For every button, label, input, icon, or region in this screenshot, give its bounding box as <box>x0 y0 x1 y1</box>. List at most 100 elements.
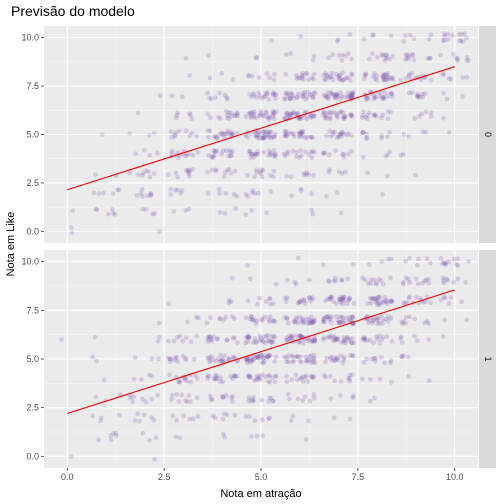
data-point <box>149 415 154 421</box>
data-point <box>325 335 331 340</box>
data-point <box>370 33 376 38</box>
data-point <box>365 112 371 118</box>
data-point <box>252 336 258 341</box>
x-tick-label: 10.0 <box>446 472 464 482</box>
data-point <box>309 207 315 213</box>
data-point <box>311 356 316 362</box>
data-point <box>308 115 314 120</box>
data-point <box>243 192 249 197</box>
data-point <box>267 296 273 301</box>
data-point <box>282 133 288 139</box>
data-point <box>172 355 178 361</box>
data-point <box>245 334 251 340</box>
data-point <box>350 315 356 321</box>
data-point <box>228 113 234 119</box>
data-point <box>252 151 258 157</box>
data-point <box>168 129 174 134</box>
data-point <box>360 112 366 118</box>
data-point <box>190 416 196 422</box>
data-point <box>441 115 446 121</box>
data-point <box>155 392 160 398</box>
data-point <box>339 277 345 283</box>
data-point <box>412 316 418 322</box>
data-point <box>253 133 258 139</box>
data-point <box>229 275 235 281</box>
data-point <box>438 297 444 303</box>
data-point <box>206 337 212 343</box>
data-point <box>267 395 273 401</box>
data-point <box>182 377 187 383</box>
data-point <box>311 173 316 178</box>
data-point <box>306 317 312 322</box>
data-point <box>255 376 261 382</box>
data-point <box>374 77 380 83</box>
data-point <box>151 171 157 176</box>
data-point <box>329 91 335 97</box>
data-point <box>361 36 367 42</box>
data-point <box>335 134 341 139</box>
data-point <box>269 134 275 140</box>
data-point <box>327 334 333 340</box>
data-point <box>260 338 265 344</box>
data-point <box>407 72 412 78</box>
data-point <box>219 357 225 363</box>
data-point <box>423 129 429 135</box>
data-point <box>361 109 366 115</box>
data-point <box>371 112 377 118</box>
data-point <box>387 149 393 155</box>
data-point <box>361 76 367 82</box>
data-point <box>134 193 140 198</box>
data-point <box>169 135 175 140</box>
data-point <box>327 373 333 379</box>
data-point <box>418 77 424 83</box>
data-point <box>267 75 273 81</box>
data-point <box>343 169 348 175</box>
data-point <box>207 393 213 399</box>
data-point <box>305 378 311 384</box>
data-point <box>384 334 390 339</box>
data-point <box>351 300 357 306</box>
data-point <box>245 263 250 268</box>
data-point <box>375 298 381 303</box>
data-point <box>346 151 351 157</box>
data-point <box>379 52 385 57</box>
data-point <box>363 72 369 78</box>
data-point <box>419 91 425 97</box>
data-point <box>173 170 179 176</box>
data-point <box>260 135 266 141</box>
data-point <box>222 131 228 137</box>
data-point <box>400 353 406 358</box>
data-point <box>207 95 213 101</box>
data-point <box>377 333 382 339</box>
data-point <box>388 358 394 363</box>
data-point <box>321 109 327 115</box>
data-point <box>285 353 291 359</box>
data-point <box>443 261 449 267</box>
data-point <box>169 148 175 154</box>
data-point <box>422 299 428 305</box>
data-point <box>324 314 330 320</box>
data-point <box>293 154 299 159</box>
data-point <box>266 416 272 422</box>
data-point <box>328 74 334 80</box>
data-point <box>165 355 171 361</box>
data-point <box>268 173 273 179</box>
data-point <box>174 354 180 360</box>
data-point <box>360 130 366 136</box>
data-point <box>401 319 407 324</box>
data-point <box>294 76 300 82</box>
data-point <box>323 93 328 98</box>
data-point <box>282 354 287 360</box>
data-point <box>208 115 213 121</box>
data-point <box>93 206 99 212</box>
data-point <box>139 173 145 178</box>
data-point <box>309 374 315 380</box>
data-point <box>271 333 277 339</box>
data-point <box>206 373 212 379</box>
data-point <box>206 53 211 58</box>
data-point <box>261 135 267 141</box>
data-point <box>297 333 303 339</box>
data-point <box>306 338 311 344</box>
data-point <box>381 96 387 102</box>
data-point <box>265 132 271 138</box>
